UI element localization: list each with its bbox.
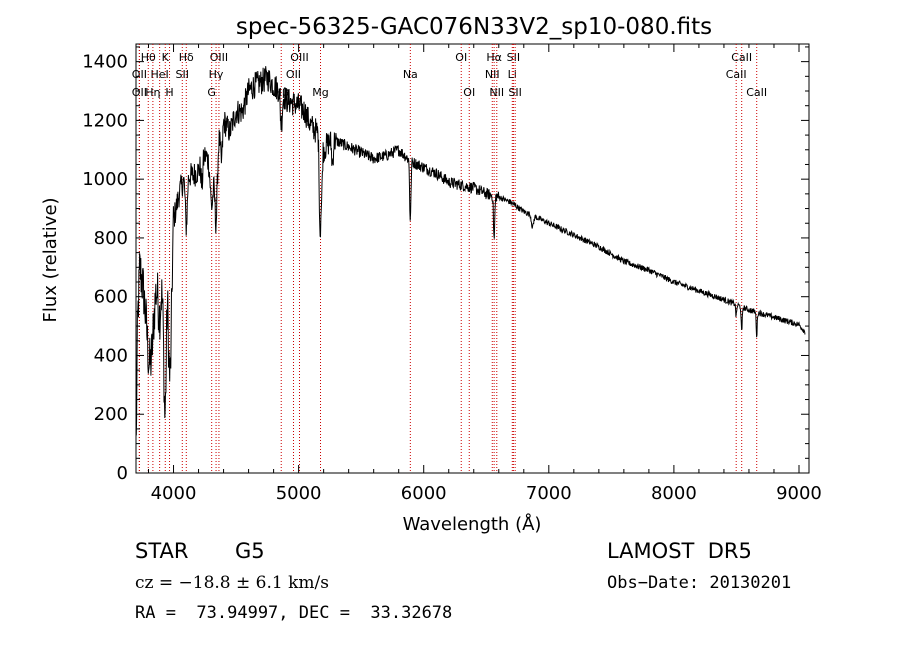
line-marker-label: Hγ [209, 68, 224, 81]
x-tick-label: 7000 [526, 483, 572, 504]
object-subclass: G5 [235, 539, 265, 563]
coordinates: RA = 73.94997, DEC = 33.32678 [135, 603, 453, 623]
line-marker-label: Hα [486, 51, 502, 64]
line-marker-label: OII [132, 86, 147, 99]
x-axis: 4000 5000 6000 7000 8000 9000 [148, 44, 822, 504]
object-class: STAR [135, 539, 189, 563]
line-marker-label: Hθ [141, 51, 156, 64]
x-tick-label: 9000 [776, 483, 822, 504]
y-tick-label: 0 [117, 463, 128, 484]
y-tick-label: 600 [94, 287, 128, 308]
y-tick-label: 1400 [82, 52, 128, 73]
line-marker-label: OI [455, 51, 467, 64]
line-marker-label: OIII [210, 51, 228, 64]
y-axis-label: Flux (relative) [40, 197, 61, 322]
x-tick-label: 5000 [276, 483, 322, 504]
line-marker-label: Na [403, 68, 418, 81]
line-marker-label: G [207, 86, 216, 99]
spectrum-line [135, 66, 806, 436]
line-marker-label: Hη [145, 86, 160, 99]
line-marker-label: Hδ [179, 51, 194, 64]
observation-date: Obs−Date: 20130201 [607, 573, 792, 593]
line-marker-label: CaII [726, 68, 747, 81]
line-marker-label: H [165, 86, 173, 99]
redshift-velocity: cz = −18.8 ± 6.1 km/s [135, 573, 329, 593]
line-marker-label: K [162, 51, 170, 64]
line-marker-label: SII [176, 68, 189, 81]
line-marker-label: NII [489, 86, 504, 99]
x-tick-label: 6000 [401, 483, 447, 504]
line-marker-label: Mg [312, 86, 328, 99]
y-tick-label: 400 [94, 345, 128, 366]
line-marker-label: SII [508, 86, 521, 99]
plot-frame [135, 43, 810, 474]
y-tick-label: 1200 [82, 110, 128, 131]
line-marker-label: HeI [150, 68, 168, 81]
line-marker-label: OI [463, 86, 475, 99]
line-marker-label: OII [286, 68, 301, 81]
x-tick-label: 8000 [651, 483, 697, 504]
survey-name: LAMOST DR5 [607, 539, 752, 563]
line-marker-label: CaII [746, 86, 767, 99]
x-tick-label: 4000 [151, 483, 197, 504]
y-tick-label: 800 [94, 228, 128, 249]
y-tick-label: 200 [94, 404, 128, 425]
line-marker-label: CaII [731, 51, 752, 64]
y-axis: 0 200 400 600 800 1000 1200 1400 [82, 46, 809, 484]
line-marker-label: Li [508, 68, 517, 81]
y-tick-label: 1000 [82, 169, 128, 190]
line-marker-label: NII [485, 68, 500, 81]
line-marker-label: SII [507, 51, 520, 64]
chart-title: spec-56325-GAC076N33V2_sp10-080.fits [236, 14, 712, 40]
line-marker-label: OIII [290, 51, 308, 64]
x-axis-label: Wavelength (Å) [403, 513, 542, 535]
